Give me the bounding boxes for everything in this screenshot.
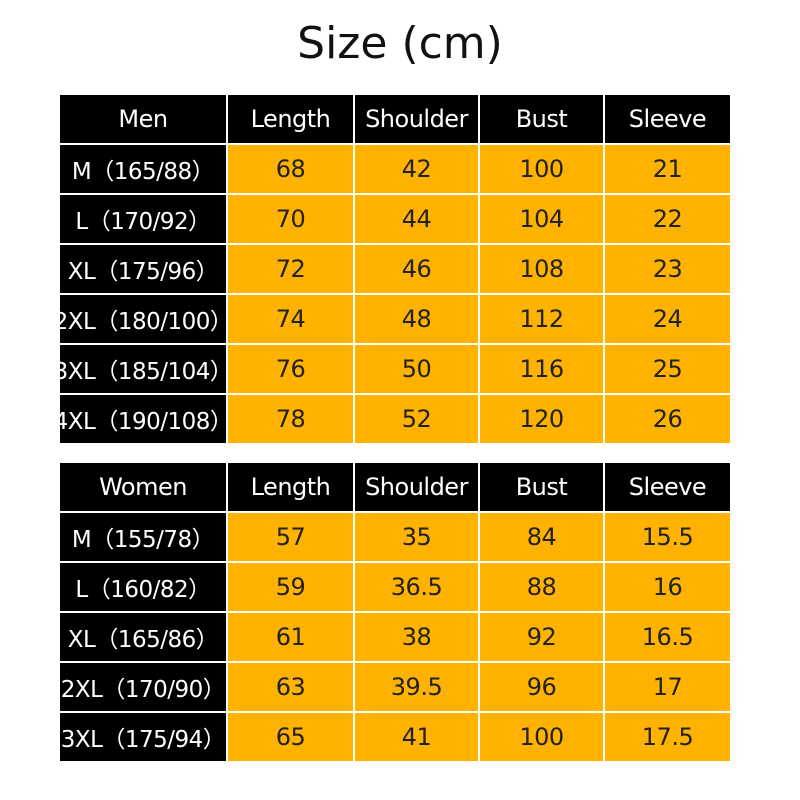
column-header: Sleeve [605, 463, 730, 511]
measurement-cell: 78 [228, 395, 353, 443]
measurement-cell: 16 [605, 563, 730, 611]
measurement-cell: 92 [480, 613, 603, 661]
measurement-cell: 104 [480, 195, 603, 243]
women-size-table: Women Length Shoulder Bust Sleeve M（155/78） 57… [60, 463, 730, 761]
measurement-cell: 16.5 [605, 613, 730, 661]
size-label: 3XL（175/94） [60, 713, 226, 761]
page-title: Size (cm) [297, 18, 503, 69]
size-label: M（155/78） [60, 513, 226, 561]
measurement-cell: 38 [355, 613, 478, 661]
measurement-cell: 76 [228, 345, 353, 393]
measurement-cell: 70 [228, 195, 353, 243]
column-header: Bust [480, 95, 603, 143]
size-label: 3XL（185/104） [54, 345, 233, 393]
size-label: XL（165/86） [60, 613, 226, 661]
measurement-cell: 41 [355, 713, 478, 761]
measurement-cell: 17.5 [605, 713, 730, 761]
measurement-cell: 39.5 [355, 663, 478, 711]
column-header: Length [228, 463, 353, 511]
column-header: Shoulder [355, 463, 478, 511]
measurement-cell: 17 [605, 663, 730, 711]
measurement-cell: 100 [480, 145, 603, 193]
measurement-cell: 100 [480, 713, 603, 761]
measurement-cell: 112 [480, 295, 603, 343]
measurement-cell: 63 [228, 663, 353, 711]
measurement-cell: 21 [605, 145, 730, 193]
size-label: 2XL（180/100） [54, 295, 233, 343]
measurement-cell: 35 [355, 513, 478, 561]
measurement-cell: 57 [228, 513, 353, 561]
measurement-cell: 48 [355, 295, 478, 343]
measurement-cell: 96 [480, 663, 603, 711]
measurement-cell: 108 [480, 245, 603, 293]
size-label: M（165/88） [60, 145, 226, 193]
measurement-cell: 22 [605, 195, 730, 243]
measurement-cell: 15.5 [605, 513, 730, 561]
measurement-cell: 61 [228, 613, 353, 661]
measurement-cell: 25 [605, 345, 730, 393]
measurement-cell: 24 [605, 295, 730, 343]
size-label: 4XL（190/108） [54, 395, 233, 443]
column-header: Length [228, 95, 353, 143]
men-size-table: Men Length Shoulder Bust Sleeve M（165/88） 68 42… [54, 95, 730, 443]
size-label: L（160/82） [60, 563, 226, 611]
measurement-cell: 59 [228, 563, 353, 611]
measurement-cell: 23 [605, 245, 730, 293]
measurement-cell: 120 [480, 395, 603, 443]
measurement-cell: 72 [228, 245, 353, 293]
size-label: 2XL（170/90） [60, 663, 226, 711]
measurement-cell: 26 [605, 395, 730, 443]
size-label: XL（175/96） [60, 245, 226, 293]
column-header: Women [60, 463, 226, 511]
measurement-cell: 52 [355, 395, 478, 443]
measurement-cell: 42 [355, 145, 478, 193]
measurement-cell: 36.5 [355, 563, 478, 611]
measurement-cell: 44 [355, 195, 478, 243]
measurement-cell: 84 [480, 513, 603, 561]
measurement-cell: 116 [480, 345, 603, 393]
measurement-cell: 50 [355, 345, 478, 393]
size-label: L（170/92） [60, 195, 226, 243]
measurement-cell: 68 [228, 145, 353, 193]
column-header: Sleeve [605, 95, 730, 143]
column-header: Men [60, 95, 226, 143]
measurement-cell: 88 [480, 563, 603, 611]
measurement-cell: 46 [355, 245, 478, 293]
measurement-cell: 65 [228, 713, 353, 761]
column-header: Shoulder [355, 95, 478, 143]
column-header: Bust [480, 463, 603, 511]
measurement-cell: 74 [228, 295, 353, 343]
